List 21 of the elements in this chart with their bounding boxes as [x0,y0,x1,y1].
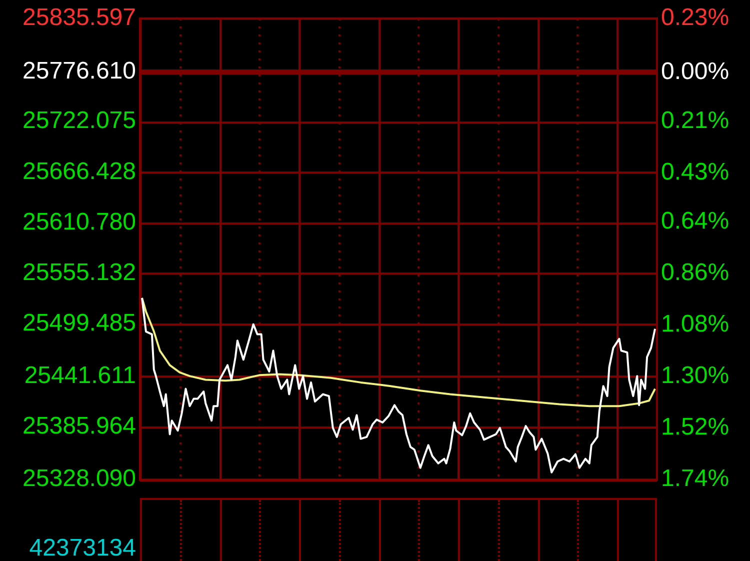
text: 42373134 [29,534,136,561]
y-tick-label: 25610.780 [22,208,136,236]
y-tick-label: 25666.428 [22,158,136,185]
y2-tick-label: 0.43% [661,158,730,186]
y2-tick-label: 0.86% [661,259,730,286]
y2-tick-label: 1.08% [661,310,730,338]
y-tick-label: 25776.610 [22,58,136,85]
y2-tick-label: 0.64% [661,208,730,235]
y-tick-label: 25385.964 [22,412,136,440]
y-tick-label: 25328.090 [22,465,136,492]
y2-tick-label: 0.00% [661,58,730,85]
y2-tick-label: 0.21% [661,107,730,134]
y-tick-label: 25555.132 [22,258,136,286]
y-tick-label: 25835.597 [22,4,136,32]
y-tick-label: 25441.611 [24,362,136,390]
y2-tick-label: 0.23% [661,4,730,32]
y2-tick-label: 1.30% [661,362,730,390]
y2-tick-label: 1.74% [661,465,730,492]
y-tick-label: 25722.075 [22,107,136,134]
y2-tick-label: 1.52% [661,414,730,441]
y-tick-label: 25499.485 [22,309,136,336]
